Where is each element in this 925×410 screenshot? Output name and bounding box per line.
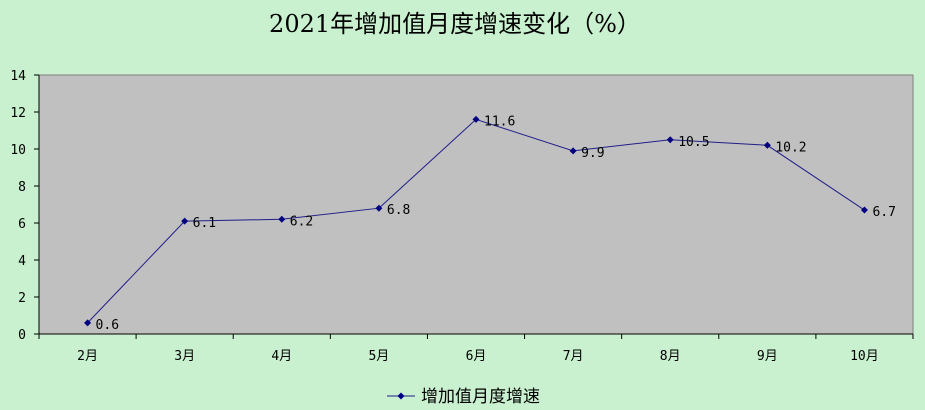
data-label: 6.8 [387, 203, 410, 218]
data-label: 10.5 [678, 135, 709, 150]
y-axis: 0 2 4 6 8 10 12 14 [10, 69, 40, 343]
y-tick-label: 0 [18, 328, 26, 343]
data-label: 6.7 [872, 205, 895, 220]
data-label: 11.6 [484, 114, 515, 129]
y-tick-label: 8 [18, 180, 26, 195]
data-label: 0.6 [96, 318, 119, 333]
x-tick-label: 3月 [174, 349, 195, 364]
plot-area [38, 74, 914, 335]
x-tick-label: 6月 [466, 349, 487, 364]
x-axis: 2月 3月 4月 5月 6月 7月 8月 9月 10月 [38, 333, 914, 364]
data-point [375, 204, 383, 212]
data-point [472, 115, 480, 123]
data-point [860, 206, 868, 214]
chart-title: 2021年增加值月度增速变化（%） [269, 10, 641, 38]
legend-label: 增加值月度增速 [421, 387, 540, 407]
data-label: 6.2 [290, 214, 313, 229]
x-tick-label: 8月 [660, 349, 681, 364]
y-tick-label: 14 [10, 69, 26, 84]
data-point [763, 141, 771, 149]
data-point [84, 319, 92, 327]
data-label: 9.9 [581, 146, 604, 161]
y-tick-label: 6 [18, 217, 26, 232]
x-tick-label: 7月 [563, 349, 584, 364]
legend-marker [397, 392, 405, 400]
data-point [569, 147, 577, 155]
x-tick-label: 4月 [271, 349, 292, 364]
y-tick-label: 12 [10, 106, 26, 121]
x-tick-label: 9月 [757, 349, 778, 364]
data-point [278, 215, 286, 223]
legend: 增加值月度增速 [387, 387, 540, 407]
y-tick-label: 10 [10, 143, 26, 158]
y-tick-label: 2 [18, 291, 26, 306]
data-point [181, 217, 189, 225]
y-tick-label: 4 [18, 254, 26, 269]
series-layer: 0.6 6.1 6.2 6.8 11.6 9.9 10.5 10.2 6.7 [84, 114, 896, 333]
data-label: 10.2 [775, 140, 806, 155]
data-label: 6.1 [193, 216, 216, 231]
x-tick-label: 5月 [368, 349, 389, 364]
data-point [666, 136, 674, 144]
x-tick-label: 2月 [77, 349, 98, 364]
x-tick-label: 10月 [850, 349, 879, 364]
